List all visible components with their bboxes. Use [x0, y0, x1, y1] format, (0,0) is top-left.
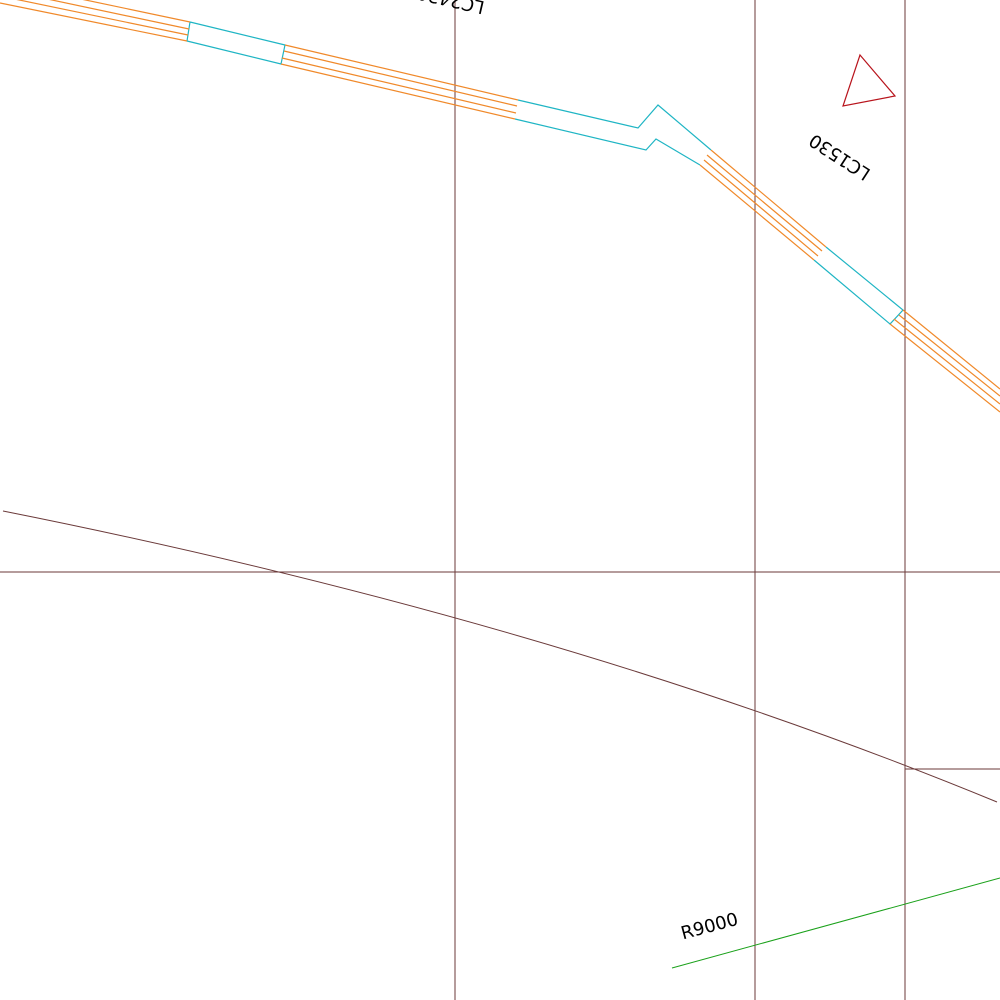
cable-segment-right-lower — [889, 309, 1000, 413]
cable-segment-right-upper — [699, 149, 827, 261]
cable-segment-middle — [280, 44, 519, 120]
curved-alignment-line — [2, 510, 998, 803]
survey-triangle-icon[interactable] — [842, 53, 897, 107]
pipe-offset-lower-edge — [514, 118, 701, 166]
cable-segment-top-left — [0, 0, 191, 42]
pipe-offset-upper-edge — [517, 99, 712, 151]
green-alignment-line — [671, 877, 1000, 969]
cable-bundle — [0, 0, 1000, 413]
pipe-segment-right — [813, 246, 904, 325]
